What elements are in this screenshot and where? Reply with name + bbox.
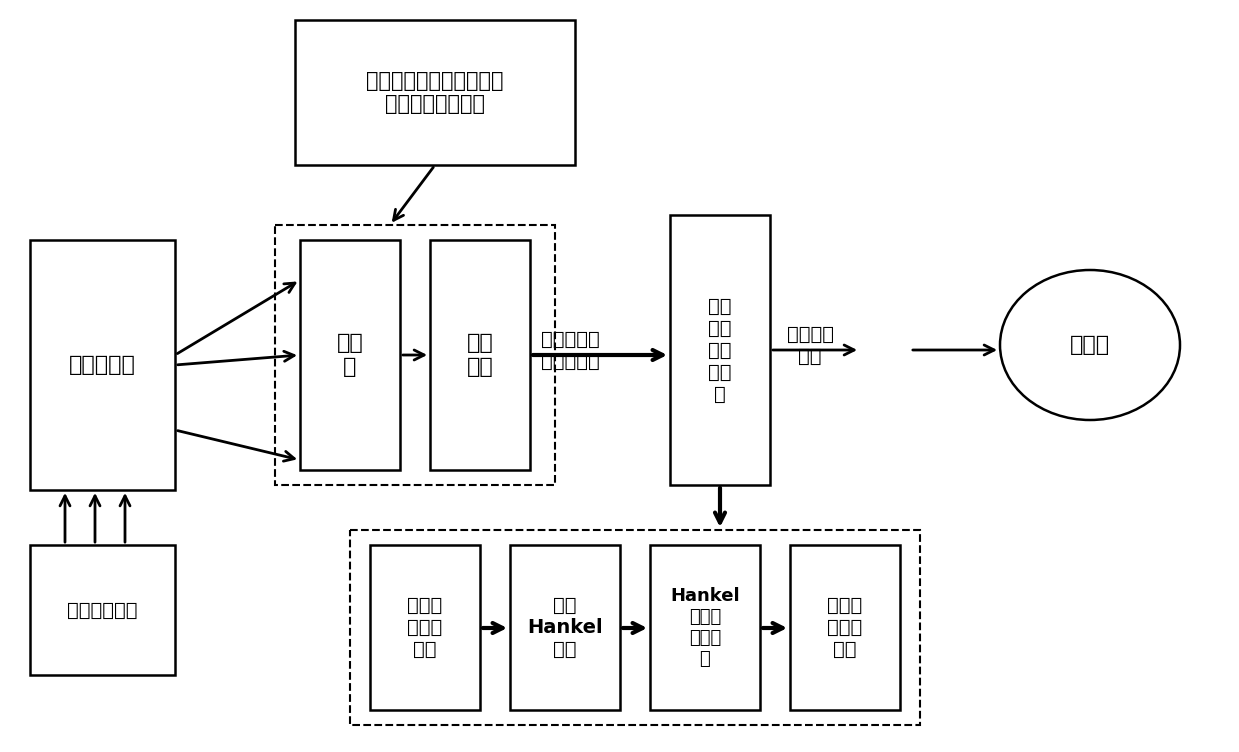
Bar (295, 20, 575, 165)
Text: 通过数传通
道传给地面: 通过数传通 道传给地面 (540, 329, 600, 371)
Bar (670, 215, 769, 485)
Bar (30, 545, 175, 675)
Text: 太阳电池阵: 太阳电池阵 (69, 355, 136, 375)
Bar (650, 545, 760, 710)
Text: 信号
调理: 信号 调理 (467, 333, 493, 377)
Bar (370, 545, 479, 710)
Bar (430, 240, 530, 470)
Bar (30, 240, 175, 490)
Ellipse shape (1000, 270, 1180, 420)
Text: 构造
Hankel
矩阵: 构造 Hankel 矩阵 (527, 596, 603, 659)
Text: 传感
器: 传感 器 (337, 333, 363, 377)
Text: 数据
采集
与处
理系
统: 数据 采集 与处 理系 统 (709, 296, 732, 404)
Bar (349, 530, 921, 725)
Text: 观察者: 观察者 (1070, 335, 1110, 355)
Bar (275, 225, 555, 485)
Text: 模态辨识
结果: 模态辨识 结果 (787, 325, 834, 365)
Text: 在轨脉冲激励: 在轨脉冲激励 (67, 601, 138, 620)
Text: 卫星在轨振动监测与模态
辨识系统采集设备: 卫星在轨振动监测与模态 辨识系统采集设备 (367, 71, 504, 114)
Text: Hankel
矩阵奇
异值分
解: Hankel 矩阵奇 异值分 解 (670, 587, 740, 668)
Bar (790, 545, 900, 710)
Bar (510, 545, 620, 710)
Bar (300, 240, 400, 470)
Text: 构造系
统状态
方程: 构造系 统状态 方程 (408, 596, 442, 659)
Text: 系统模
态参数
识别: 系统模 态参数 识别 (828, 596, 862, 659)
